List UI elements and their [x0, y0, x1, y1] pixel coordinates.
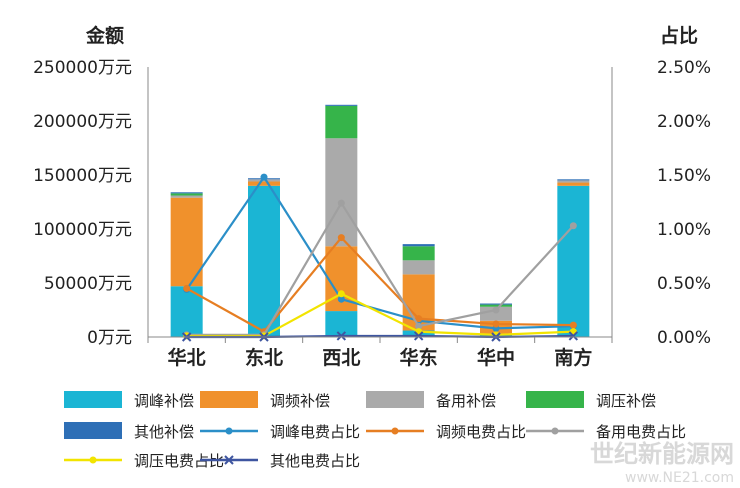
line-point — [337, 199, 345, 207]
left-tick-label: 50000万元 — [44, 274, 132, 294]
category-label: 南方 — [554, 346, 592, 369]
bar-segment — [557, 185, 590, 337]
legend-item: 备用电费占比 — [526, 423, 686, 441]
line-point — [492, 320, 500, 328]
line-point — [183, 284, 191, 292]
line-point-stroke — [568, 331, 579, 341]
legend-item: 其他电费占比 — [200, 452, 360, 470]
bar-segment — [480, 306, 512, 321]
line-series — [185, 175, 574, 330]
right-tick-label: 1.50% — [657, 166, 711, 186]
bar-segment — [557, 179, 590, 181]
legend-swatch — [200, 391, 258, 408]
legend-item: 调压补偿 — [526, 391, 656, 410]
bar-segment — [480, 303, 512, 305]
bar-segment — [325, 311, 358, 337]
bar-segment — [480, 304, 512, 307]
right-tick-label: 1.00% — [657, 220, 711, 240]
legend-swatch — [64, 422, 122, 439]
legend-marker — [551, 427, 559, 435]
right-tick-label: 2.50% — [657, 58, 711, 78]
line-point — [413, 331, 424, 341]
line-point — [569, 222, 577, 230]
legend-label: 调频电费占比 — [436, 423, 526, 441]
bar-segment — [170, 193, 203, 196]
category-label: 华东 — [400, 346, 438, 369]
line-series — [186, 200, 575, 336]
left-axis-title: 金额 — [85, 24, 124, 47]
right-tick-label: 0.00% — [657, 328, 711, 348]
line-point — [569, 321, 577, 329]
bar-segment — [248, 181, 280, 186]
legend-swatch — [526, 391, 584, 408]
bar-segment — [325, 104, 358, 106]
right-tick-label: 0.50% — [657, 274, 711, 294]
category-label: 华中 — [477, 346, 515, 369]
left-tick-label: 100000万元 — [33, 220, 132, 240]
line-series — [186, 235, 574, 334]
bar-segment — [402, 260, 435, 275]
legend-marker — [391, 427, 399, 435]
legend-label: 备用电费占比 — [596, 423, 686, 441]
line-point — [337, 290, 345, 298]
left-tick-label: 200000万元 — [33, 112, 132, 132]
legend-item: 调压电费占比 — [64, 452, 224, 470]
line-point — [415, 315, 423, 323]
legend-label: 其他补偿 — [134, 423, 194, 441]
legend-item: 调峰电费占比 — [200, 423, 360, 441]
watermark-title: 世纪新能源网 — [590, 440, 734, 468]
legend-label: 调峰电费占比 — [270, 423, 360, 441]
legend-label: 调压电费占比 — [134, 452, 224, 470]
right-tick-label: 2.00% — [657, 112, 711, 132]
bar-segment — [325, 105, 358, 139]
bar-segment — [557, 180, 590, 183]
left-tick-label: 150000万元 — [33, 166, 132, 186]
legend-label: 备用补偿 — [436, 392, 496, 410]
legend-label: 调频补偿 — [270, 392, 330, 410]
bar-segment — [170, 192, 203, 194]
bar-segment — [557, 182, 590, 186]
line-series — [186, 292, 574, 338]
legend-marker — [224, 455, 234, 465]
right-axis-title: 占比 — [660, 24, 698, 47]
category-label: 西北 — [322, 347, 360, 369]
bar-segment — [170, 197, 203, 287]
left-tick-label: 250000万元 — [33, 58, 132, 78]
legend-item: 调峰补偿 — [64, 391, 194, 410]
line-point — [492, 306, 500, 314]
legend-marker — [89, 456, 97, 464]
bar-segment — [325, 138, 358, 247]
bar-segment — [402, 244, 435, 247]
line-point — [260, 173, 268, 181]
bar-segment — [402, 246, 435, 261]
category-label: 东北 — [245, 346, 283, 369]
legend-marker — [225, 427, 233, 435]
legend-label: 其他电费占比 — [270, 452, 360, 470]
legend-item: 调频补偿 — [200, 391, 330, 410]
line-point — [337, 234, 345, 242]
legend-label: 调压补偿 — [596, 392, 656, 410]
bar-segment — [170, 195, 203, 198]
bar-segment — [248, 185, 280, 337]
line-point — [415, 322, 423, 330]
left-tick-label: 0万元 — [87, 328, 132, 348]
legend-label: 调峰补偿 — [134, 392, 194, 410]
legend-swatch — [64, 391, 122, 408]
line-point-stroke — [336, 331, 347, 341]
legend-item: 其他补偿 — [64, 422, 194, 441]
line-point — [337, 295, 345, 303]
legend-swatch — [366, 391, 424, 408]
category-label: 华北 — [168, 346, 206, 369]
legend-item: 备用补偿 — [366, 391, 496, 410]
line-point — [336, 331, 347, 341]
watermark-url: www.NE21.com — [625, 470, 734, 486]
line-point-stroke — [413, 331, 424, 341]
legend-item: 调频电费占比 — [366, 423, 526, 441]
line-point — [568, 331, 579, 341]
